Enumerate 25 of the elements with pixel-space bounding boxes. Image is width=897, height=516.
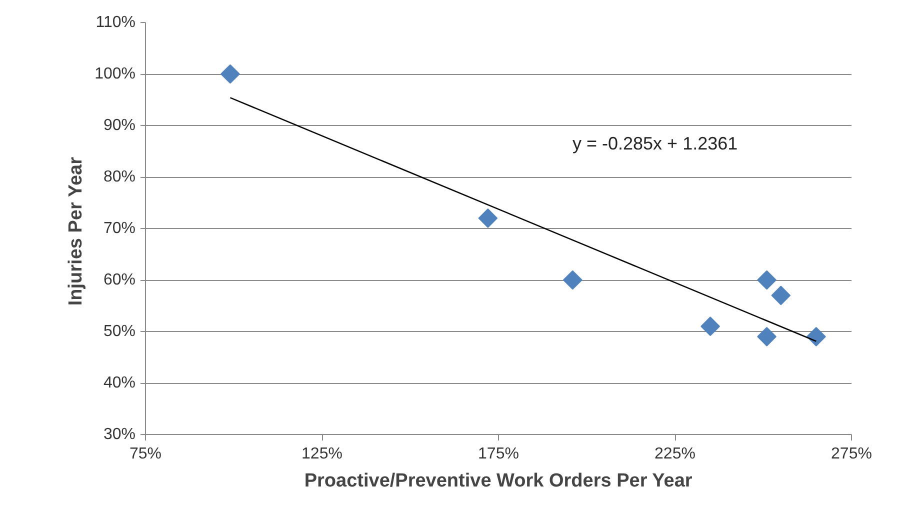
x-tick-label: 275% — [831, 446, 872, 462]
x-tick-label: 75% — [129, 446, 162, 462]
y-tick-label: 70% — [103, 220, 136, 237]
x-tick-label: 225% — [654, 446, 696, 462]
y-tick-label: 50% — [103, 323, 136, 340]
y-tick-label: 110% — [96, 14, 136, 31]
y-tick-label: 100% — [94, 66, 136, 82]
y-tick-label: 90% — [103, 117, 136, 134]
point — [562, 270, 582, 290]
y-tick-label: 40% — [103, 374, 136, 392]
y-tick-label: 30% — [103, 426, 136, 443]
point — [220, 64, 240, 84]
point — [478, 208, 498, 228]
annotation: y = -0.285x + 1.2361 — [572, 134, 738, 154]
point — [806, 326, 826, 346]
point — [757, 270, 776, 290]
point — [771, 286, 791, 306]
y-tick-label: 60% — [103, 272, 136, 288]
x-axis-title: Proactive/Preventive Work Orders Per Year — [304, 470, 693, 492]
point — [757, 326, 776, 346]
point — [700, 316, 720, 336]
x-tick-label: 125% — [302, 446, 342, 462]
y-tick-label: 80% — [103, 168, 136, 186]
x-tick-label: 175% — [478, 446, 519, 462]
y-axis-title: Injuries Per Year — [66, 156, 87, 306]
